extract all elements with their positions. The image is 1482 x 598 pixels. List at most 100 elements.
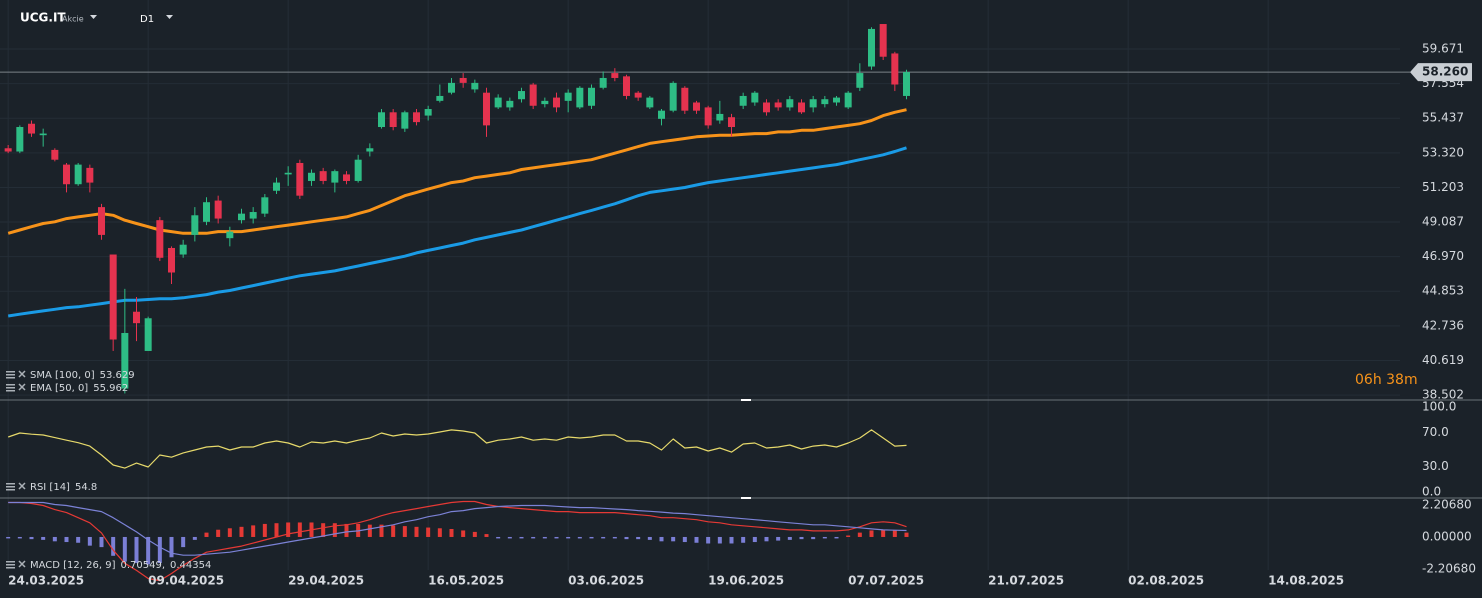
legend-remove-icon: [18, 370, 26, 378]
histogram-bar: [822, 536, 827, 539]
timeframe-selector[interactable]: D1: [140, 14, 173, 25]
legend-settings-icon: [6, 390, 15, 392]
candle-body: [599, 77, 607, 88]
candle-body: [296, 162, 304, 196]
histogram-bar: [869, 530, 874, 537]
candle-body: [366, 148, 374, 152]
grid: [0, 0, 1410, 570]
candle-body: [798, 102, 805, 113]
candle-body: [529, 84, 537, 106]
x-tick-label: 09.04.2025: [148, 574, 224, 588]
candle-body: [226, 231, 234, 239]
candle-body: [4, 148, 12, 152]
candle-body: [401, 112, 409, 129]
histogram-bar: [192, 536, 197, 540]
candle-body: [284, 172, 292, 175]
histogram-bar: [659, 536, 664, 542]
candle-body: [168, 247, 175, 273]
y-tick-label: 53.320: [1422, 145, 1464, 159]
histogram-bar: [904, 532, 909, 537]
y-tick-label: 0.00000: [1422, 529, 1472, 543]
histogram-bar: [449, 529, 454, 537]
legend-entry: RSI [14] 54.8: [30, 482, 97, 493]
candle-body: [144, 318, 152, 351]
x-tick-label: 14.08.2025: [1268, 574, 1344, 588]
candle-body: [424, 109, 432, 116]
legend-settings-icon: [6, 384, 15, 386]
legend-settings-icon: [6, 371, 15, 373]
histogram-bar: [601, 536, 606, 539]
candle-body: [389, 112, 397, 128]
x-tick-label: 19.06.2025: [708, 574, 784, 588]
candle-body: [786, 99, 794, 108]
candle-body: [179, 244, 187, 255]
x-tick-label: 29.04.2025: [288, 574, 364, 588]
histogram-bar: [426, 527, 431, 537]
legend-settings-icon: [6, 377, 15, 379]
candle-body: [564, 92, 572, 101]
candle-body: [681, 87, 689, 111]
candle-body: [646, 97, 654, 108]
legend-name: EMA [50, 0]: [30, 383, 88, 394]
histogram-bar: [391, 525, 396, 537]
legend-settings-icon: [6, 483, 15, 485]
legend-value: 0.44354: [170, 560, 211, 571]
histogram-bar: [624, 536, 629, 540]
candle-body: [63, 164, 70, 185]
legend-entry: MACD [12, 26, 9] 0.70549, 0.44354: [30, 560, 211, 571]
legend-settings-icon: [6, 489, 15, 491]
y-tick-label: 51.203: [1422, 180, 1464, 194]
histogram-bar: [764, 536, 769, 542]
y-tick-label: 46.970: [1422, 249, 1464, 263]
candle-body: [133, 311, 140, 324]
histogram-bar: [741, 536, 746, 543]
symbol-selector[interactable]: UCG.IT Akcie: [20, 11, 97, 25]
histogram-bar: [542, 536, 547, 539]
histogram-bar: [76, 536, 81, 543]
candle-body: [809, 99, 817, 108]
y-tick-label: 44.853: [1422, 284, 1464, 298]
y-tick-label: 42.736: [1422, 318, 1464, 332]
candle-body: [576, 87, 584, 108]
legend-remove-icon: [18, 560, 26, 568]
candle-body: [518, 91, 525, 100]
candle-body: [74, 164, 82, 185]
histogram-bar: [41, 536, 46, 540]
histogram-bar: [566, 536, 571, 539]
candle-body: [588, 87, 595, 106]
legend-settings-icon: [6, 564, 15, 566]
candle-body: [483, 92, 490, 126]
legend-value: 55.962: [93, 383, 128, 394]
panel-resize-handle[interactable]: [741, 399, 751, 401]
histogram-bar: [64, 536, 69, 543]
candle-body: [821, 99, 829, 105]
marks: [4, 24, 910, 582]
candle-body: [448, 82, 455, 93]
candle-body: [121, 332, 129, 389]
histogram-bar: [157, 536, 162, 564]
candle-body: [471, 82, 479, 90]
panel-resize-handle[interactable]: [741, 497, 751, 499]
legend-value: 0.70549,: [120, 560, 165, 571]
candle-body: [658, 110, 665, 119]
legend-remove-icon: [18, 482, 26, 490]
histogram-bar: [787, 536, 792, 540]
histogram-bar: [367, 524, 372, 537]
candle-body: [903, 72, 910, 96]
candle-body: [494, 97, 502, 108]
candle-body: [249, 212, 257, 219]
symbol: UCG.IT: [20, 11, 66, 25]
histogram-bar: [87, 536, 92, 546]
histogram-bar: [297, 522, 302, 537]
histogram-bar: [227, 528, 232, 537]
dropdown-arrow: [90, 15, 97, 19]
candle-body: [623, 76, 630, 96]
y-tick-label: 59.671: [1422, 42, 1464, 56]
histogram-bar: [461, 530, 466, 537]
candle-body: [541, 100, 549, 105]
histogram-bar: [776, 536, 781, 541]
legends: SMA [100, 0] 53.629 EMA [50, 0] 55.962 RSI […: [6, 370, 211, 571]
histogram-bar: [636, 536, 641, 540]
candle-body: [319, 171, 327, 181]
